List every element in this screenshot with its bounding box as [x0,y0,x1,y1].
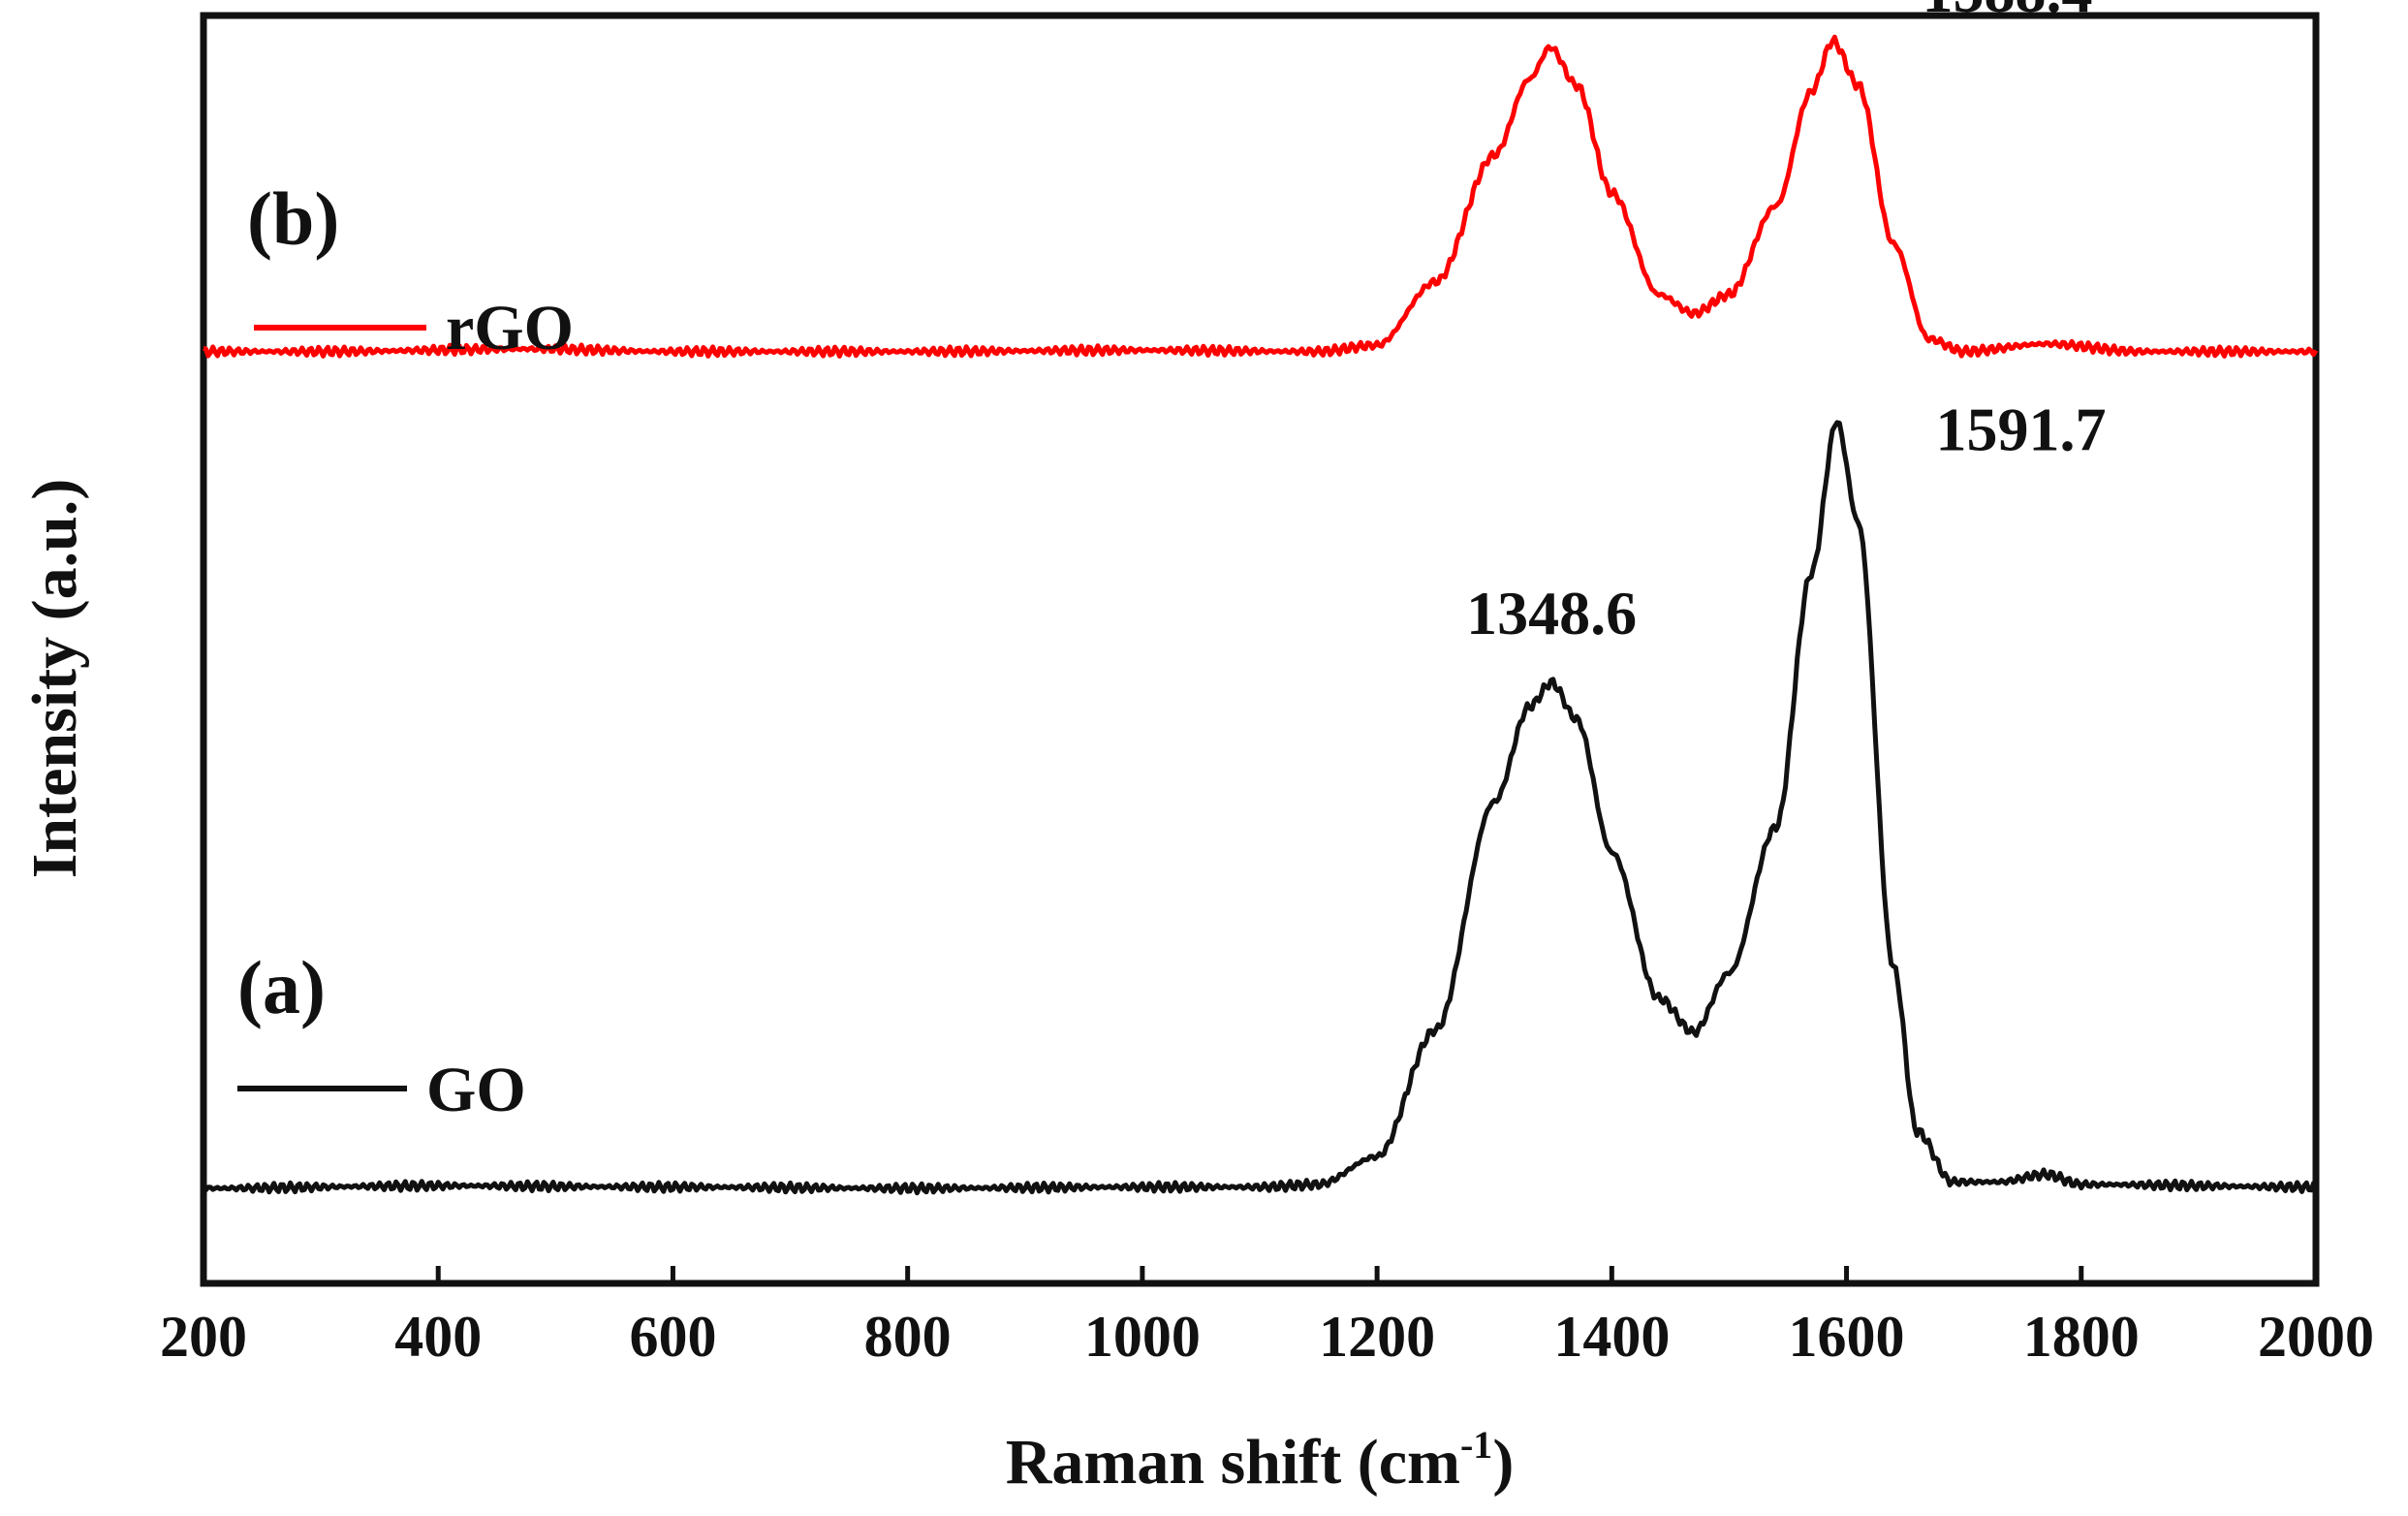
peak-label-go: 1348.6 [1466,579,1637,647]
series-line-go [202,420,2318,1196]
x-tick-label: 1200 [1319,1305,1435,1369]
x-tick-label: 1800 [2023,1305,2140,1369]
plot-frame [200,12,2320,1287]
y-axis-label: Intensity (a.u.) [19,479,90,879]
peak-label-go: 1591.7 [1936,395,2107,464]
x-tick-label: 800 [864,1305,952,1369]
peak-annotations: 1348.6 1591.7 1347.5 1588.4 [1465,0,2107,647]
x-tick-label: 1400 [1553,1305,1670,1369]
panel-tag-a: (a) [237,945,326,1029]
x-tick-label: 600 [629,1305,716,1369]
panel-tag-b: (b) [247,176,339,261]
x-axis-label-sup: -1 [1460,1423,1492,1467]
x-tick-label: 200 [160,1305,247,1369]
x-axis-label: Raman shift (cm-1) [1006,1423,1515,1498]
x-axis-ticks: 200 400 600 800 1000 1200 1400 1600 1800 2000 [160,1266,2374,1369]
series-line-rgo [203,34,2319,359]
series-lines [202,34,2319,1196]
x-axis-label-main: Raman shift (cm [1006,1427,1460,1498]
legend-label-rgo: rGO [446,293,574,363]
x-tick-label: 1600 [1789,1305,1905,1369]
x-axis-label-close: ) [1492,1427,1514,1498]
legend-label-go: GO [426,1055,526,1125]
x-tick-label: 2000 [2258,1305,2374,1369]
peak-label-rgo: 1588.4 [1923,0,2093,25]
x-tick-label: 400 [394,1305,482,1369]
peak-label-rgo: 1347.5 [1465,0,1636,13]
x-tick-label: 1000 [1084,1305,1201,1369]
